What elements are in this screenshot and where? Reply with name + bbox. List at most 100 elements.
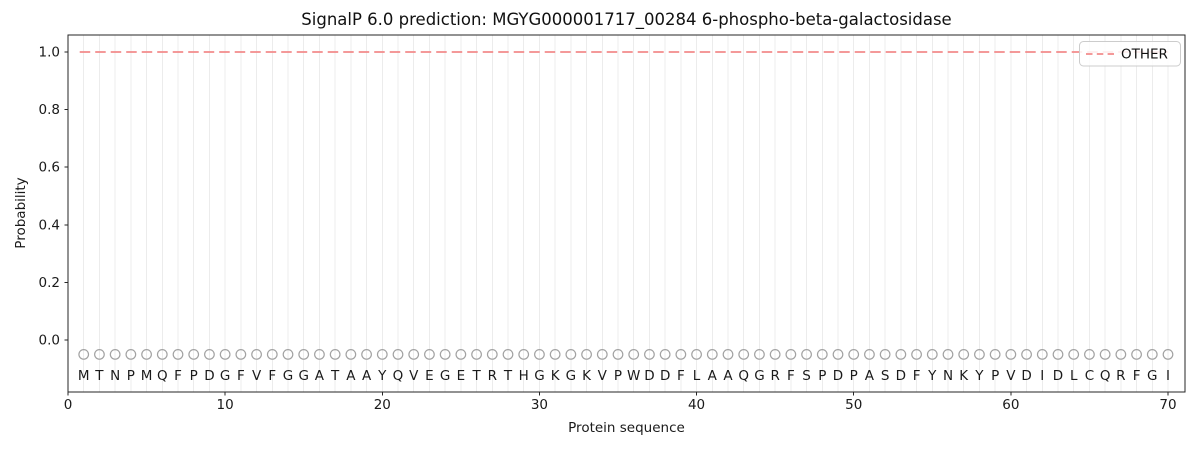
legend-label: OTHER — [1121, 47, 1168, 63]
residue-gridlines — [83, 35, 1169, 392]
residue-letter: T — [471, 368, 481, 384]
residue-marker-icon — [502, 349, 514, 360]
residue-letter: D — [833, 368, 843, 384]
chart-title: SignalP 6.0 prediction: MGYG000001717_00… — [301, 10, 952, 29]
residue-marker-icon — [738, 349, 750, 360]
residue-marker-icon — [879, 349, 891, 360]
residue-marker-icon — [1084, 349, 1095, 360]
residue-letter: P — [190, 368, 198, 384]
residue-marker-icon — [109, 349, 121, 360]
residue-marker-icon — [769, 349, 781, 360]
residue-letter: P — [850, 368, 858, 384]
residue-letter: V — [598, 368, 608, 384]
residue-marker-icon — [94, 349, 105, 360]
residue-marker-icon — [1021, 349, 1032, 360]
residue-marker-icon — [329, 349, 341, 360]
residue-letter: V — [1006, 368, 1016, 384]
residue-letter: P — [127, 368, 135, 384]
residue-letter: S — [802, 368, 811, 384]
residue-letter: Q — [738, 368, 749, 384]
residue-letter: A — [708, 368, 718, 384]
residue-marker-icon — [282, 349, 294, 360]
residue-marker-icon — [754, 349, 765, 360]
x-tick-label: 30 — [531, 397, 548, 413]
residue-letter: G — [440, 368, 450, 384]
residue-letter: F — [913, 368, 921, 384]
residue-marker-icon — [848, 349, 860, 360]
residue-marker-icon — [628, 349, 640, 360]
residue-marker-icon — [1005, 349, 1017, 360]
residue-marker-icon — [581, 349, 592, 360]
residue-marker-icon — [298, 349, 310, 360]
residue-marker-icon — [596, 349, 608, 360]
residue-marker-icon — [864, 349, 875, 360]
residue-marker-icon — [895, 349, 907, 360]
residue-marker-icon — [1099, 349, 1111, 360]
residue-letter: Y — [927, 368, 937, 384]
residue-marker-icon — [612, 349, 624, 360]
residue-marker-icon — [266, 349, 278, 360]
residue-letter: L — [1070, 368, 1078, 384]
residue-marker-icon — [376, 349, 388, 360]
residue-letter: G — [298, 368, 308, 384]
residue-marker-icon — [691, 349, 702, 360]
residue-marker-icon — [156, 349, 168, 360]
x-axis-ticks: 0 10 20 30 40 50 60 70 — [64, 392, 1177, 413]
residue-letter: G — [220, 368, 230, 384]
residue-letter: I — [1040, 368, 1044, 384]
x-tick-label: 70 — [1159, 397, 1176, 413]
residue-letter: D — [896, 368, 906, 384]
residue-letter: K — [959, 368, 969, 384]
residue-letter: G — [534, 368, 544, 384]
y-tick-label: 0.8 — [39, 102, 60, 118]
residue-markers — [78, 349, 1174, 360]
x-tick-label: 40 — [688, 397, 705, 413]
residue-marker-icon — [534, 349, 545, 360]
residue-letter: N — [110, 368, 120, 384]
residue-marker-icon — [706, 349, 718, 360]
residue-marker-icon — [911, 349, 922, 360]
residue-letter: A — [723, 368, 733, 384]
residue-letter: D — [660, 368, 670, 384]
residue-letter: I — [1166, 368, 1170, 384]
residue-letter: Y — [974, 368, 984, 384]
residue-letter: P — [991, 368, 999, 384]
residue-marker-icon — [361, 349, 372, 360]
x-tick-label: 0 — [64, 397, 73, 413]
residue-marker-icon — [78, 349, 90, 360]
residue-letter: F — [677, 368, 685, 384]
residue-marker-icon — [235, 349, 247, 360]
y-tick-label: 0.2 — [39, 275, 60, 291]
residue-letter: Q — [393, 368, 404, 384]
residue-marker-icon — [1115, 349, 1127, 360]
residue-marker-icon — [314, 349, 325, 360]
residue-marker-icon — [549, 349, 561, 360]
residue-letter: F — [1133, 368, 1141, 384]
residue-letter: T — [503, 368, 513, 384]
axes-spines — [67, 34, 1186, 393]
residue-letter: Q — [1100, 368, 1111, 384]
legend-box — [1079, 41, 1181, 67]
residue-marker-icon — [392, 349, 404, 360]
residue-letter: G — [566, 368, 576, 384]
residue-letter: V — [409, 368, 419, 384]
residue-marker-icon — [785, 349, 797, 360]
residue-marker-icon — [251, 349, 262, 360]
residue-letter: D — [1053, 368, 1063, 384]
residue-letter: S — [881, 368, 890, 384]
residue-letter: V — [252, 368, 262, 384]
residue-marker-icon — [1131, 349, 1142, 360]
residue-marker-icon — [125, 349, 137, 360]
residue-marker-icon — [989, 349, 1001, 360]
residue-letter: E — [425, 368, 434, 384]
residue-marker-icon — [644, 349, 655, 360]
residue-marker-icon — [565, 349, 577, 360]
x-tick-label: 50 — [845, 397, 862, 413]
residue-marker-icon — [816, 349, 828, 360]
residue-marker-icon — [1146, 349, 1158, 360]
residue-letter: M — [141, 368, 153, 384]
residue-letter: R — [1116, 368, 1125, 384]
